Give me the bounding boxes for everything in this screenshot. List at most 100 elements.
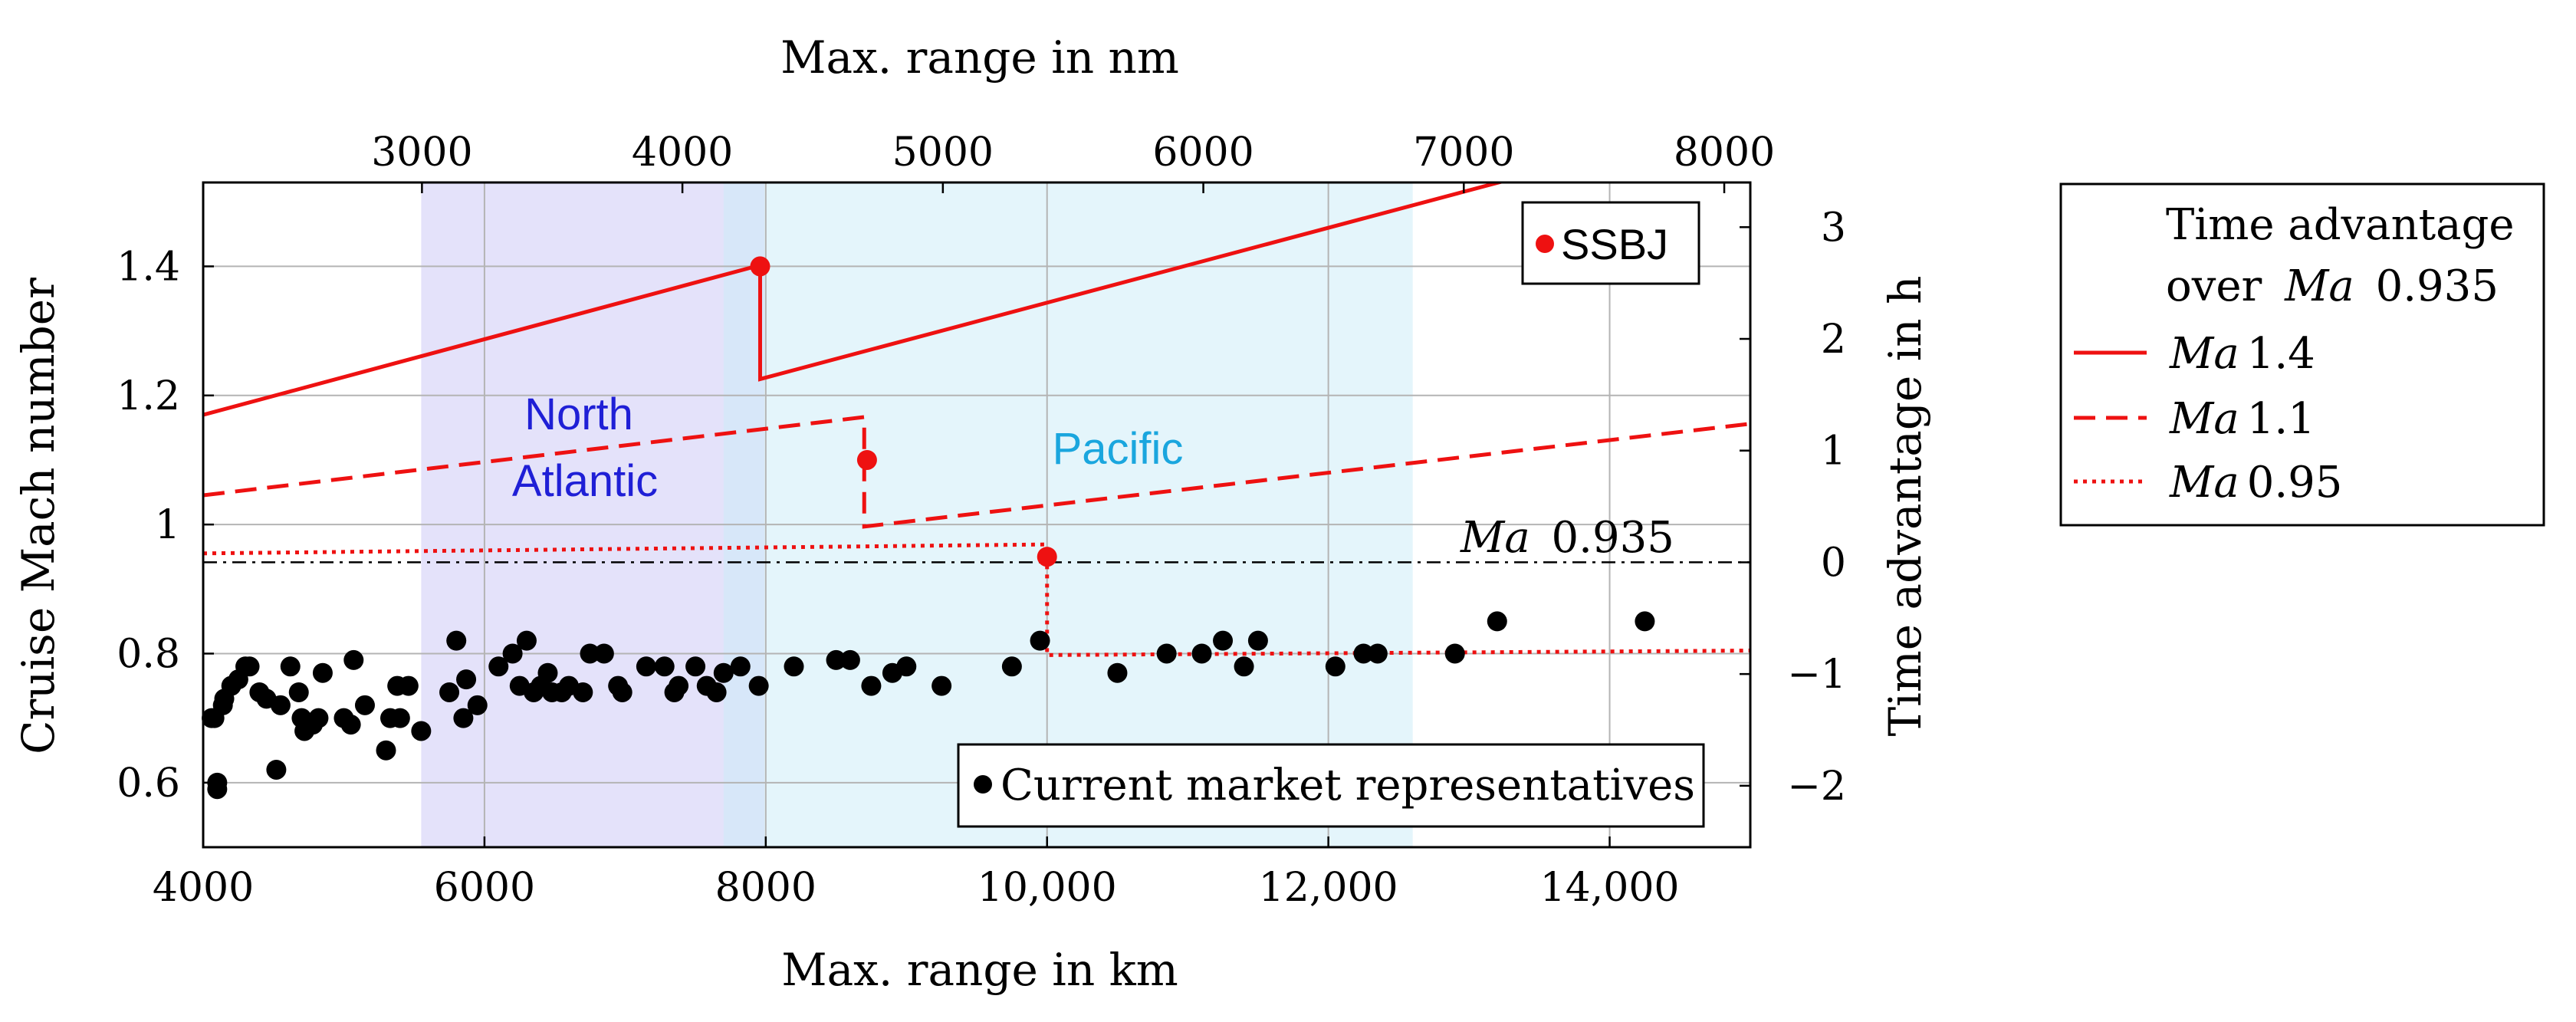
market-point <box>1234 656 1254 677</box>
x-tick-label: 8000 <box>715 865 816 911</box>
market-point <box>669 675 689 696</box>
y-axis-label: Cruise Mach number <box>12 278 64 754</box>
y2-tick-label: 0 <box>1821 540 1846 586</box>
x2-tick-label: 6000 <box>1152 130 1254 176</box>
market-point <box>580 643 600 664</box>
x2-tick-label: 3000 <box>371 130 472 176</box>
market-point <box>239 656 260 677</box>
market-point <box>706 682 727 702</box>
market-legend-marker <box>974 775 992 794</box>
region-label-pacific: Pacific <box>1053 424 1184 474</box>
y2-tick-label: 2 <box>1821 317 1846 363</box>
market-point <box>713 662 734 683</box>
market-point <box>308 708 329 728</box>
market-point <box>207 772 228 793</box>
market-point <box>537 662 558 683</box>
market-point <box>376 740 396 761</box>
x2-tick-label: 4000 <box>632 130 733 176</box>
market-point <box>266 759 287 780</box>
market-point <box>446 630 467 651</box>
market-legend-box <box>957 743 1705 828</box>
axes-layer: 4000 6000 8000 10,000 12,000 14,000 3000 4000 50… <box>117 130 1846 911</box>
market-point <box>784 656 804 677</box>
x-tick-label: 14,000 <box>1540 865 1680 911</box>
series-line-ma-1-1 <box>203 415 1750 529</box>
ssbj-legend: SSBJ <box>1521 201 1700 285</box>
market-point <box>826 649 846 670</box>
x-tick-label: 4000 <box>153 865 254 911</box>
legend-title-over: over <box>2166 261 2262 311</box>
y-tick-label: 1.4 <box>117 244 180 290</box>
regions-layer <box>421 182 1413 847</box>
ssbj-point <box>856 449 877 470</box>
ssbj-legend-marker <box>1536 235 1554 253</box>
legend-title-line2: over Ma 0.935 <box>2166 261 2499 311</box>
market-point <box>896 656 917 677</box>
market-point <box>312 662 333 683</box>
market-point <box>593 643 614 664</box>
market-point <box>1444 643 1465 664</box>
market-point <box>612 682 632 702</box>
market-point <box>861 675 882 696</box>
x2-tick-label: 5000 <box>892 130 994 176</box>
reference-line-label-value: 0.935 <box>1552 513 1674 563</box>
y2-tick-label: −1 <box>1787 652 1846 698</box>
y2-tick-label: 1 <box>1821 429 1846 475</box>
market-point <box>573 682 593 702</box>
market-point <box>636 656 656 677</box>
region-band-north-atlantic <box>421 182 764 847</box>
market-point <box>840 649 860 670</box>
legend-label-ma-1-4: Ma 1.4 <box>2169 329 2315 379</box>
legend-label-ma-1-1: Ma 1.1 <box>2169 394 2315 444</box>
y-tick-label: 0.8 <box>117 631 180 677</box>
legend-title-ma: Ma <box>2284 261 2354 311</box>
market-point <box>1156 643 1177 664</box>
market-point <box>685 656 706 677</box>
market-point <box>488 656 509 677</box>
ssbj-point <box>750 256 770 277</box>
legend-label-ma-0-95: Ma 0.95 <box>2169 458 2342 508</box>
market-point <box>516 630 537 651</box>
market-point <box>389 708 410 728</box>
market-point <box>411 721 432 741</box>
plot-frame <box>202 181 1752 849</box>
market-point <box>280 656 301 677</box>
market-point <box>439 682 460 702</box>
market-point <box>1030 630 1050 651</box>
market-point <box>1191 643 1212 664</box>
region-label-north-atlantic-line2: Atlantic <box>512 456 658 506</box>
x-tick-label: 6000 <box>434 865 535 911</box>
market-point <box>398 675 419 696</box>
market-point <box>1635 611 1655 632</box>
x-axis-label: Max. range in km <box>781 944 1178 996</box>
y2-tick-label: −2 <box>1787 764 1846 810</box>
market-point <box>1325 656 1346 677</box>
market-point <box>467 695 488 715</box>
market-point <box>748 675 769 696</box>
y2-axis-label: Time advantage in h <box>1879 276 1931 737</box>
ssbj-legend-label: SSBJ <box>1561 220 1668 268</box>
market-points-layer <box>202 611 1655 800</box>
market-point <box>270 695 291 715</box>
market-point <box>654 656 675 677</box>
x-tick-label: 10,000 <box>978 865 1117 911</box>
market-point <box>1247 630 1268 651</box>
market-point <box>1487 611 1507 632</box>
market-point <box>1353 643 1374 664</box>
market-point <box>1213 630 1234 651</box>
x-tick-label: 12,000 <box>1259 865 1398 911</box>
market-point <box>1107 662 1128 683</box>
series-line-ma-1-4 <box>203 182 1506 417</box>
market-legend: Current market representatives <box>957 743 1705 828</box>
market-point <box>932 675 952 696</box>
y2-tick-label: 3 <box>1821 205 1846 251</box>
legend-title-value: 0.935 <box>2376 261 2499 311</box>
market-point <box>1367 643 1388 664</box>
market-point <box>343 649 364 670</box>
region-label-north-atlantic-line1: North <box>524 389 633 439</box>
region-band-pacific <box>723 182 1413 847</box>
reference-line-label: Ma 0.935 <box>1460 513 1674 563</box>
market-point <box>354 695 375 715</box>
x2-axis-label: Max. range in nm <box>780 31 1179 84</box>
